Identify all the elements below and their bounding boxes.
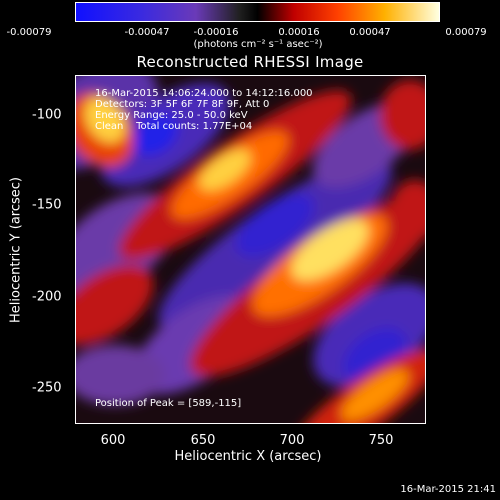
y-axis-label: Heliocentric Y (arcsec): [8, 177, 24, 323]
plot-frame: [75, 75, 426, 424]
detectors-info: Detectors: 3F 5F 6F 7F 8F 9F, Att 0: [95, 99, 270, 110]
colorbar-tick: 0.00047: [349, 27, 391, 38]
rhessi-image: [75, 75, 426, 424]
x-axis-label: Heliocentric X (arcsec): [174, 449, 322, 464]
energy-range: Energy Range: 25.0 - 50.0 keV: [95, 110, 248, 121]
y-tick: -250: [32, 380, 62, 396]
colorbar-unit: (photons cm⁻² s⁻¹ asec⁻²): [193, 39, 323, 50]
x-tick: 650: [190, 433, 216, 448]
y-tick: -100: [32, 107, 62, 123]
image-title: Reconstructed RHESSI Image: [136, 53, 364, 71]
timestamp: 16-Mar-2015 21:41: [400, 484, 496, 495]
colorbar-tick: 0.00016: [278, 27, 320, 38]
x-tick: 750: [368, 433, 394, 448]
time-range: 16-Mar-2015 14:06:24.000 to 14:12:16.000: [95, 88, 313, 99]
y-tick: -200: [32, 289, 62, 305]
x-tick: 700: [279, 433, 305, 448]
peak-position: Position of Peak = [589,-115]: [95, 398, 242, 409]
x-tick: 600: [100, 433, 126, 448]
colorbar-tick: -0.00016: [193, 27, 239, 38]
colorbar-tick: -0.00079: [6, 27, 52, 38]
total-counts: Clean Total counts: 1.77E+04: [95, 121, 253, 132]
colorbar-tick: -0.00047: [124, 27, 170, 38]
colorbar: [75, 2, 440, 22]
colorbar-tick: 0.00079: [445, 27, 487, 38]
y-tick: -150: [32, 197, 62, 213]
